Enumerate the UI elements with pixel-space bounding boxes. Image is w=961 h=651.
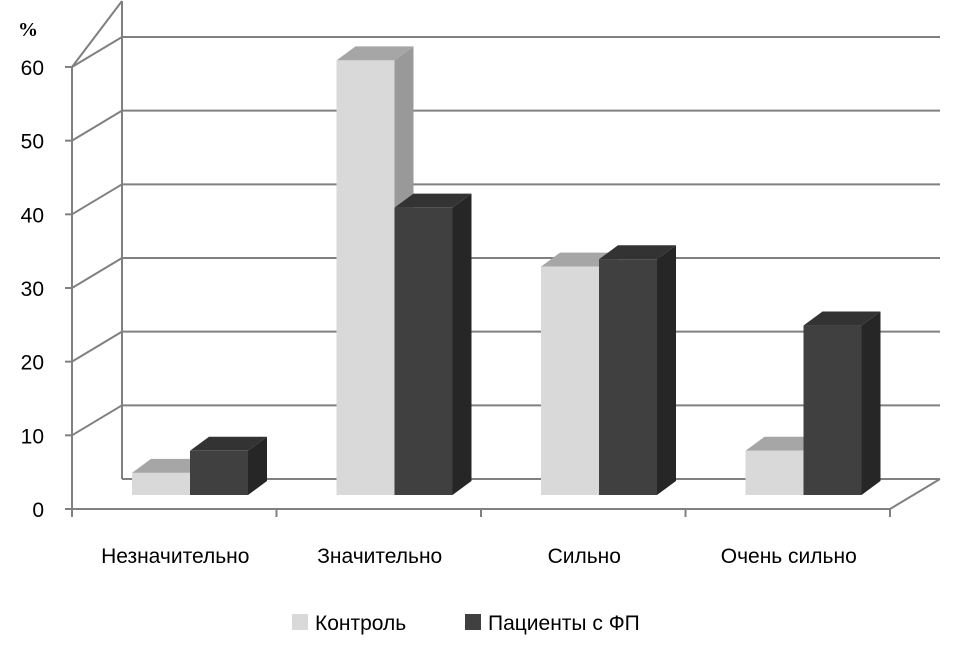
- legend-label-control: Контроль: [315, 612, 406, 635]
- bar: [394, 193, 472, 495]
- y-tick-label: 60: [21, 57, 44, 80]
- gridline-side: [71, 404, 123, 437]
- y-tick-label: 40: [21, 204, 44, 227]
- bar: [190, 436, 267, 495]
- bar-top: [803, 311, 881, 326]
- bar-front: [599, 259, 657, 495]
- gridline-side: [71, 183, 123, 216]
- bar-side: [657, 245, 676, 495]
- y-tick-labels: 0 10 20 30 40 50 60: [21, 57, 44, 522]
- wall-top-edge: [71, 0, 123, 68]
- bar-front: [745, 450, 804, 495]
- bar-side: [452, 193, 472, 495]
- gridline-side: [71, 36, 123, 68]
- x-category-label: Незначительно: [101, 545, 249, 568]
- bar-top: [394, 193, 472, 208]
- axes: [65, 65, 891, 517]
- y-unit-label: %: [18, 19, 38, 41]
- y-tick-label: 30: [21, 278, 44, 301]
- bar-front: [190, 450, 248, 495]
- bar-top: [336, 46, 414, 61]
- gridline-side: [71, 109, 123, 142]
- floor-right-edge: [889, 478, 941, 510]
- gridline-side: [71, 257, 123, 289]
- bar-top: [745, 436, 823, 451]
- bar-front: [541, 266, 599, 495]
- legend-swatch-control: [292, 614, 308, 630]
- bar-top: [190, 436, 267, 451]
- legend: Контроль Пациенты с ФП: [292, 612, 640, 635]
- bars: [132, 46, 881, 496]
- bar: [599, 245, 676, 495]
- x-category-label: Значительно: [317, 545, 442, 568]
- y-tick-label: 0: [32, 499, 44, 522]
- bar-top: [132, 458, 209, 473]
- legend-swatch-patients: [465, 614, 481, 630]
- gridline-side: [71, 330, 123, 363]
- bar: [803, 311, 881, 495]
- y-tick-label: 50: [21, 131, 44, 154]
- bar-front: [394, 207, 453, 495]
- y-tick-label: 10: [21, 425, 44, 448]
- bar-front: [336, 60, 395, 496]
- bar-side: [861, 311, 881, 495]
- bar-front: [132, 472, 190, 495]
- bar-top: [599, 245, 676, 260]
- y-tick-label: 20: [21, 352, 44, 375]
- x-category-label: Очень сильно: [721, 545, 857, 568]
- x-category-label: Сильно: [548, 545, 621, 568]
- x-category-labels: Незначительно Значительно Сильно Очень силь…: [101, 545, 857, 568]
- legend-label-patients: Пациенты с ФП: [488, 612, 640, 635]
- bar-front: [803, 325, 862, 495]
- bar-side: [248, 436, 267, 495]
- bar-top: [541, 252, 618, 267]
